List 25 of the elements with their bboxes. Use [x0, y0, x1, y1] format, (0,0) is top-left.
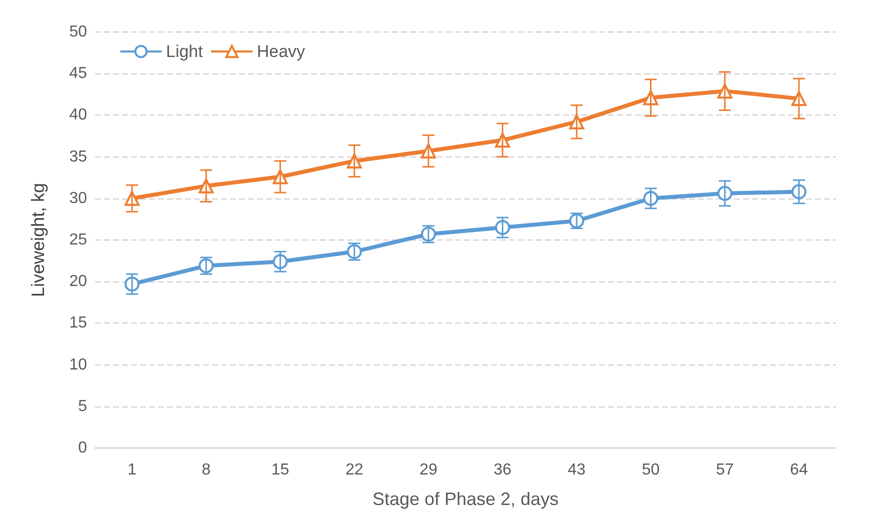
y-tick-label: 5: [78, 398, 88, 415]
x-axis-title: Stage of Phase 2, days: [372, 489, 559, 509]
y-axis-title: Liveweight, kg: [28, 182, 48, 298]
y-tick-label: 30: [69, 190, 88, 207]
x-tick-label: 1: [128, 462, 137, 478]
y-tick-label: 35: [69, 148, 88, 166]
x-tick-label: 8: [202, 462, 211, 478]
x-tick-label: 29: [420, 462, 438, 478]
y-tick-label: 15: [69, 314, 88, 332]
x-tick-label: 22: [345, 462, 364, 478]
y-tick-label: 20: [69, 273, 88, 290]
y-tick-label: 25: [69, 232, 88, 248]
x-tick-label: 36: [494, 462, 512, 478]
x-tick-label: 57: [716, 462, 734, 478]
legend-label: Heavy: [256, 42, 306, 61]
y-tick-label: 10: [69, 356, 88, 374]
y-tick-label: 50: [69, 24, 88, 40]
x-tick-label: 50: [642, 462, 660, 478]
y-tick-label: 0: [78, 440, 88, 456]
y-tick-label: 40: [69, 106, 88, 124]
x-tick-label: 43: [568, 462, 586, 478]
x-tick-label: 64: [790, 462, 808, 478]
x-tick-label: 15: [271, 462, 290, 478]
y-tick-label: 45: [69, 65, 88, 82]
legend-label: Light: [166, 42, 204, 61]
